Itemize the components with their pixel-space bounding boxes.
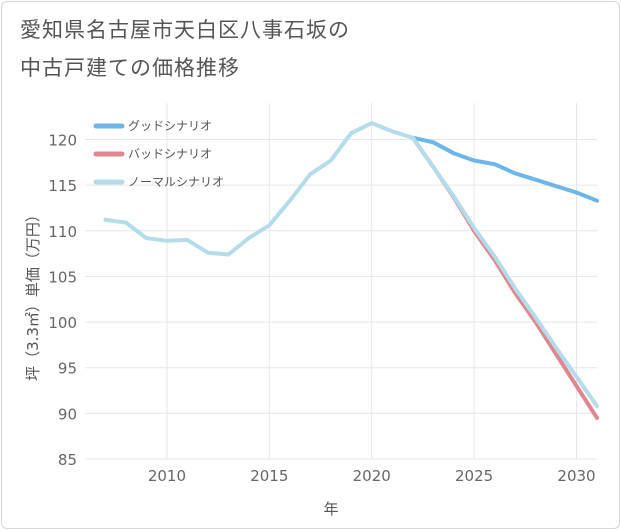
series-layer <box>103 121 599 420</box>
chart-title-line-1: 愛知県名古屋市天白区八事石坂の <box>20 18 350 42</box>
y-tick-label: 105 <box>48 268 77 286</box>
grid-lines <box>85 103 597 460</box>
x-tick-label: 2020 <box>353 467 391 485</box>
legend-label-1: バッドシナリオ <box>128 147 212 161</box>
x-axis-title: 年 <box>323 500 338 518</box>
series-line-0 <box>410 135 599 203</box>
chart-title-line-2: 中古戸建ての価格推移 <box>20 56 240 80</box>
x-tick-label: 2015 <box>250 467 288 485</box>
y-tick-label: 110 <box>48 223 77 241</box>
y-tick-label: 95 <box>58 360 77 378</box>
y-axis-title: 坪（3.3㎡）単価（万円） <box>24 207 42 381</box>
x-axis-ticks: 2010 2015 2020 2025 2030 <box>148 467 596 485</box>
series-line-2 <box>103 121 599 409</box>
y-tick-label: 100 <box>48 314 77 332</box>
y-axis-ticks: 85 90 95 100 105 110 115 120 <box>48 132 77 469</box>
y-tick-label: 90 <box>58 405 77 423</box>
legend-label-2: ノーマルシナリオ <box>128 175 224 189</box>
y-tick-label: 120 <box>48 132 77 150</box>
x-tick-label: 2025 <box>455 467 493 485</box>
legend-label-0: グッドシナリオ <box>128 119 212 133</box>
x-tick-label: 2010 <box>148 467 186 485</box>
y-tick-label: 85 <box>58 451 77 469</box>
x-tick-label: 2030 <box>557 467 595 485</box>
y-tick-label: 115 <box>48 177 77 195</box>
